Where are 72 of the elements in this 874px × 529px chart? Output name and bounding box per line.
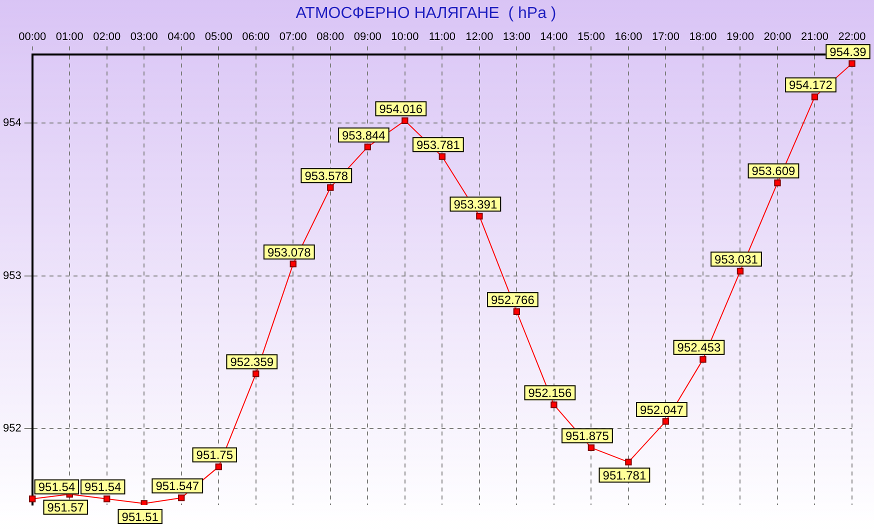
y-tick-label: 953 [2, 270, 22, 282]
x-tick-label: 18:00 [689, 30, 717, 43]
data-label: 951.875 [566, 429, 610, 444]
point [327, 184, 334, 191]
data-label: 952.453 [677, 340, 721, 355]
data-label: 953.844 [342, 128, 386, 142]
point [774, 180, 781, 186]
x-tick-label: 04:00 [168, 30, 196, 43]
data-label: 953.031 [714, 252, 758, 266]
point [215, 463, 222, 470]
data-label: 951.781 [602, 468, 646, 482]
x-tick-label: 08:00 [316, 30, 344, 43]
data-label: 952.359 [230, 355, 274, 370]
point [104, 496, 110, 502]
point [438, 153, 446, 160]
x-tick-label: 22:00 [838, 30, 866, 43]
point [811, 94, 818, 100]
point [476, 212, 483, 220]
x-tick-label: 19:00 [726, 30, 754, 43]
y-tick-label: 952 [2, 422, 22, 435]
data-label: 951.75 [196, 448, 234, 462]
x-tick-label: 02:00 [93, 30, 121, 43]
point [662, 418, 670, 425]
point [402, 117, 408, 124]
data-label: 951.57 [47, 500, 84, 515]
data-label: 951.51 [122, 510, 159, 524]
point [700, 356, 706, 363]
point [364, 144, 371, 150]
x-tick-label: 17:00 [652, 30, 680, 43]
x-tick-label: 03:00 [130, 30, 158, 43]
x-tick-label: 12:00 [466, 30, 494, 43]
x-tick-label: 01:00 [56, 30, 84, 43]
data-label: 954.39 [830, 44, 867, 59]
x-tick-label: 10:00 [391, 30, 419, 43]
y-tick-label: 954 [2, 117, 22, 130]
point [178, 494, 185, 502]
point [29, 496, 36, 502]
data-label: 953.578 [304, 168, 348, 183]
data-label: 954.172 [789, 78, 833, 92]
data-label: 953.609 [752, 164, 796, 178]
data-label: 954.016 [379, 102, 423, 116]
data-label: 953.391 [454, 197, 498, 212]
x-tick-label: 15:00 [577, 30, 605, 43]
data-label: 952.156 [528, 386, 572, 400]
data-label: 951.547 [156, 479, 200, 494]
data-label: 952.766 [490, 292, 535, 307]
x-tick-label: 21:00 [800, 30, 829, 43]
point [140, 500, 148, 505]
point [848, 60, 856, 67]
x-tick-label: 14:00 [540, 30, 568, 43]
data-label: 951.54 [38, 480, 76, 494]
point [736, 268, 744, 274]
x-tick-label: 07:00 [279, 30, 307, 43]
data-label: 952.047 [640, 402, 684, 417]
x-tick-label: 20:00 [764, 30, 792, 43]
point [252, 370, 260, 378]
x-tick-label: 13:00 [502, 30, 530, 43]
x-tick-label: 05:00 [204, 30, 232, 43]
point [625, 458, 632, 466]
x-tick-label: 06:00 [242, 30, 270, 43]
point [290, 260, 296, 268]
point [513, 308, 520, 315]
point [588, 444, 595, 452]
x-tick-label: 11:00 [428, 30, 456, 43]
data-label: 951.54 [84, 480, 122, 494]
data-label: 953.781 [416, 138, 460, 152]
data-label: 953.078 [267, 245, 312, 260]
chart-title: АТМОСФЕРНО НАЛЯГАНЕ ( hPa ) [296, 5, 556, 22]
x-tick-label: 09:00 [354, 30, 382, 43]
point [550, 401, 558, 408]
x-tick-label: 00:00 [18, 30, 46, 43]
x-tick-label: 16:00 [614, 30, 642, 43]
